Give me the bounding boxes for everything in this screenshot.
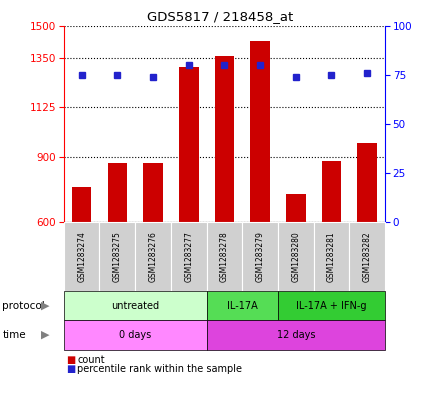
Bar bbox=[143, 163, 163, 222]
Bar bbox=[322, 161, 341, 222]
Text: 12 days: 12 days bbox=[276, 330, 315, 340]
Text: ■: ■ bbox=[66, 354, 75, 365]
Text: ■: ■ bbox=[66, 364, 75, 375]
Text: GSM1283278: GSM1283278 bbox=[220, 231, 229, 282]
Bar bbox=[107, 163, 127, 222]
Text: GSM1283281: GSM1283281 bbox=[327, 231, 336, 282]
Text: IL-17A: IL-17A bbox=[227, 301, 257, 310]
Text: GSM1283282: GSM1283282 bbox=[363, 231, 372, 282]
Text: GSM1283277: GSM1283277 bbox=[184, 231, 193, 282]
Text: percentile rank within the sample: percentile rank within the sample bbox=[77, 364, 242, 375]
Bar bbox=[215, 56, 234, 222]
Text: IL-17A + IFN-g: IL-17A + IFN-g bbox=[296, 301, 367, 310]
Text: GSM1283279: GSM1283279 bbox=[256, 231, 264, 282]
Text: GSM1283275: GSM1283275 bbox=[113, 231, 122, 282]
Text: GSM1283280: GSM1283280 bbox=[291, 231, 300, 282]
Text: count: count bbox=[77, 354, 105, 365]
Bar bbox=[179, 67, 198, 222]
Text: untreated: untreated bbox=[111, 301, 159, 310]
Text: 0 days: 0 days bbox=[119, 330, 151, 340]
Bar bbox=[286, 194, 306, 222]
Text: ▶: ▶ bbox=[40, 301, 49, 310]
Text: ▶: ▶ bbox=[40, 330, 49, 340]
Text: GSM1283276: GSM1283276 bbox=[149, 231, 158, 282]
Text: GDS5817 / 218458_at: GDS5817 / 218458_at bbox=[147, 10, 293, 23]
Bar bbox=[357, 143, 377, 222]
Text: GSM1283274: GSM1283274 bbox=[77, 231, 86, 282]
Bar bbox=[250, 41, 270, 222]
Bar bbox=[72, 187, 92, 222]
Text: time: time bbox=[2, 330, 26, 340]
Text: protocol: protocol bbox=[2, 301, 45, 310]
